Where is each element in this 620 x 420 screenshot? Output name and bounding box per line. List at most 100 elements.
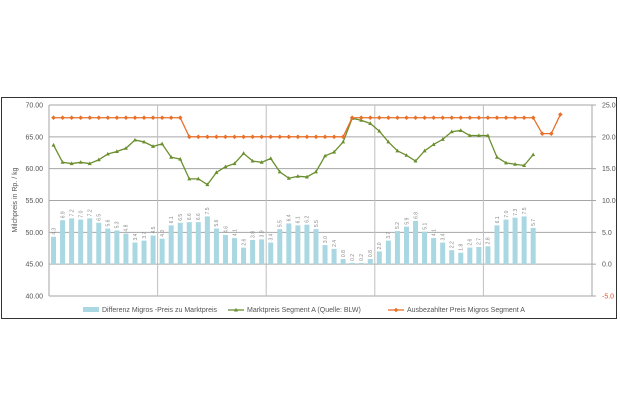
diamond-marker bbox=[232, 134, 237, 140]
triangle-marker bbox=[259, 160, 264, 164]
triangle-marker bbox=[522, 163, 527, 167]
bar-data-label: 4.8 bbox=[124, 224, 130, 231]
triangle-marker bbox=[151, 144, 156, 148]
diamond-marker bbox=[476, 115, 482, 121]
diamond-marker bbox=[114, 115, 120, 121]
bar bbox=[422, 231, 428, 265]
bar bbox=[259, 239, 265, 265]
diamond-marker bbox=[196, 134, 201, 140]
triangle-marker bbox=[114, 149, 119, 153]
y-tick-label: 60.00 bbox=[25, 166, 43, 173]
bar bbox=[168, 225, 174, 265]
triangle-marker bbox=[60, 160, 65, 164]
axes: 40.00 -5.0 45.00 0.0 50.00 5.0 55.00 10.0 60.00 1… bbox=[25, 103, 615, 301]
chart-frame bbox=[1, 97, 617, 319]
triangle-marker bbox=[332, 149, 337, 154]
triangle-marker bbox=[413, 158, 418, 163]
diamond-marker bbox=[358, 115, 364, 121]
triangle-marker bbox=[132, 137, 137, 142]
diamond-marker bbox=[413, 115, 418, 121]
diamond-marker bbox=[259, 134, 264, 140]
bar-data-label: 5.6 bbox=[106, 219, 112, 226]
diamond-marker bbox=[467, 115, 473, 121]
triangle-marker bbox=[295, 174, 300, 178]
bar-data-label: 3.0 bbox=[323, 236, 329, 243]
diamond-marker bbox=[512, 115, 518, 121]
triangle-marker bbox=[513, 162, 518, 166]
bar bbox=[60, 220, 66, 265]
bar-data-label: 2.2 bbox=[450, 241, 456, 248]
gridlines bbox=[49, 104, 592, 297]
bar-data-label: 6.6 bbox=[187, 213, 193, 220]
bar bbox=[394, 231, 400, 265]
bar bbox=[186, 222, 192, 265]
bar bbox=[96, 222, 102, 265]
bar-data-label: 5.3 bbox=[115, 221, 121, 228]
bar-data-label: 7.3 bbox=[513, 209, 519, 216]
triangle-marker bbox=[178, 156, 183, 161]
diamond-marker bbox=[377, 115, 382, 121]
triangle-marker bbox=[485, 133, 490, 138]
bar bbox=[367, 259, 373, 265]
bar bbox=[295, 225, 301, 265]
bar bbox=[485, 246, 491, 265]
diamond-marker bbox=[123, 115, 129, 121]
triangle-marker bbox=[422, 148, 427, 153]
triangle-marker bbox=[404, 153, 409, 157]
bar-data-label: 3.7 bbox=[386, 231, 392, 238]
triangle-marker bbox=[96, 157, 101, 162]
bar-data-label: 2.0 bbox=[377, 242, 383, 249]
triangle-marker bbox=[504, 160, 509, 165]
triangle-marker bbox=[169, 155, 174, 159]
y2-tick-label: 15.0 bbox=[602, 166, 616, 173]
bar bbox=[123, 233, 129, 265]
triangle-marker bbox=[214, 170, 219, 174]
y-tick-label: 55.00 bbox=[25, 198, 43, 205]
y-axis-title: Milchpreis in Rp. / kg bbox=[12, 167, 19, 232]
bar bbox=[494, 225, 500, 265]
bar bbox=[331, 248, 337, 265]
diamond-marker bbox=[105, 115, 111, 121]
bar-data-label: 7.2 bbox=[88, 209, 94, 216]
bar-data-label: 5.5 bbox=[278, 220, 284, 227]
bar bbox=[503, 219, 509, 265]
triangle-marker bbox=[467, 133, 472, 138]
bar bbox=[150, 235, 156, 265]
series-line bbox=[53, 114, 561, 138]
bar-data-label: 3.7 bbox=[142, 231, 148, 238]
bar-data-label: 3.9 bbox=[259, 230, 265, 237]
diamond-marker bbox=[367, 115, 373, 121]
bar-data-label: 3.8 bbox=[250, 231, 256, 238]
bar bbox=[322, 245, 328, 265]
diamond-marker bbox=[494, 115, 500, 121]
bar bbox=[250, 239, 256, 265]
diamond-marker bbox=[548, 131, 554, 136]
diamond-marker bbox=[331, 134, 337, 140]
bar-data-label: 5.5 bbox=[314, 220, 320, 227]
triangle-marker bbox=[386, 139, 391, 144]
bar bbox=[87, 218, 93, 265]
bar-data-label: 5.9 bbox=[404, 217, 410, 224]
bar-data-label: 6.4 bbox=[287, 214, 293, 221]
triangle-marker bbox=[431, 142, 436, 146]
diamond-marker bbox=[214, 134, 219, 140]
y2-tick-label: 10.0 bbox=[602, 198, 616, 205]
bar-data-label: 7.5 bbox=[522, 207, 528, 214]
triangle-marker bbox=[187, 176, 192, 181]
bar-data-label: 5.2 bbox=[395, 222, 401, 229]
diamond-marker bbox=[69, 115, 74, 121]
triangle-marker bbox=[142, 139, 147, 144]
bar bbox=[286, 223, 292, 265]
bar bbox=[222, 234, 228, 265]
bar-data-label: 4.6 bbox=[223, 226, 229, 233]
bar bbox=[413, 220, 419, 265]
bar bbox=[530, 227, 536, 265]
bar-data-label: 6.9 bbox=[60, 211, 66, 218]
diamond-marker bbox=[395, 115, 400, 121]
diamond-marker bbox=[322, 134, 328, 140]
series-line bbox=[52, 117, 534, 186]
triangle-marker bbox=[69, 161, 74, 166]
bar-data-label: 3.4 bbox=[133, 233, 139, 240]
bar bbox=[232, 238, 238, 265]
